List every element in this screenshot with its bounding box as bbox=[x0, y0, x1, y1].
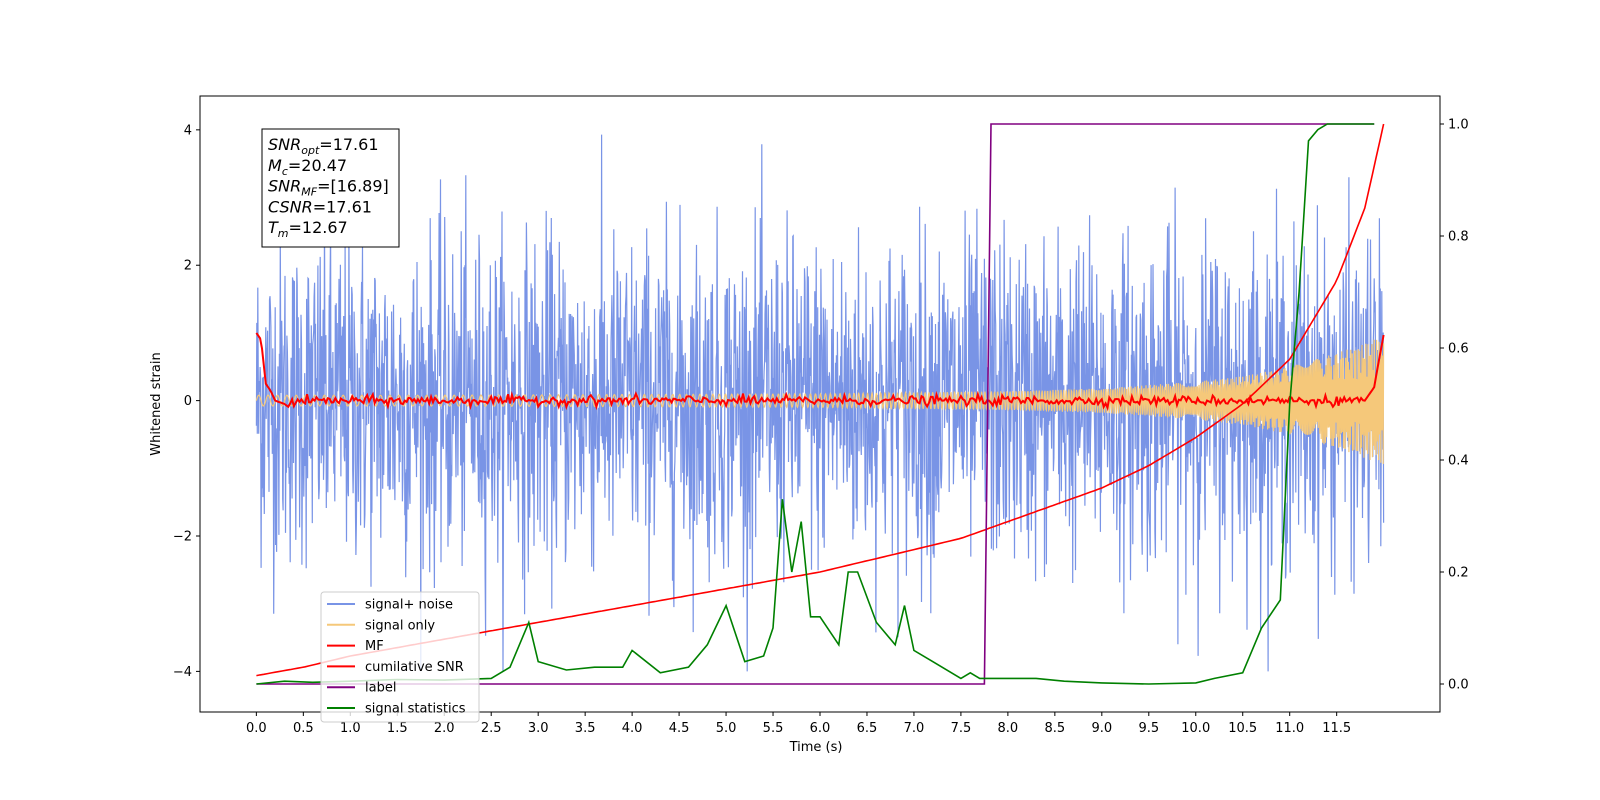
annotation-box: SNRopt=17.61Mc=20.47SNRMF=[16.89]CSNR=17… bbox=[261, 128, 400, 248]
annotation-line: SNRopt=17.61 bbox=[268, 135, 379, 157]
x-axis-label: Time (s) bbox=[789, 740, 843, 755]
series-mf bbox=[255, 332, 1385, 412]
legend-label: cumilative SNR bbox=[365, 660, 464, 675]
series-label bbox=[256, 123, 1375, 685]
annotation-line: CSNR=17.61 bbox=[268, 197, 372, 216]
x-tick-label: 8.5 bbox=[1045, 721, 1066, 736]
y-tick-label: −2 bbox=[173, 530, 192, 545]
annotation-line: Tm=12.67 bbox=[268, 218, 348, 240]
y-tick-label: −4 bbox=[173, 665, 192, 680]
x-tick-label: 6.0 bbox=[810, 721, 831, 736]
legend-frame bbox=[320, 591, 480, 723]
y2-tick-label: 0.0 bbox=[1448, 678, 1469, 693]
x-tick-label: 10.5 bbox=[1228, 721, 1257, 736]
y2-tick-label: 0.4 bbox=[1448, 454, 1469, 469]
x-tick-label: 3.5 bbox=[575, 721, 596, 736]
x-tick-label: 8.0 bbox=[998, 721, 1019, 736]
annotation-line: Mc=20.47 bbox=[268, 156, 347, 178]
series-signal-statistics bbox=[256, 123, 1375, 685]
x-tick-label: 7.5 bbox=[951, 721, 972, 736]
y2-axis: 0.0 0.2 0.4 0.6 0.8 1.0 bbox=[1440, 118, 1469, 693]
y2-tick-label: 1.0 bbox=[1448, 118, 1469, 133]
legend-label: label bbox=[365, 681, 396, 696]
x-tick-label: 9.0 bbox=[1091, 721, 1112, 736]
x-tick-label: 9.5 bbox=[1138, 721, 1159, 736]
annotation-frame bbox=[261, 128, 400, 248]
x-tick-label: 4.5 bbox=[669, 721, 690, 736]
x-tick-label: 4.0 bbox=[622, 721, 643, 736]
series-signal-noise bbox=[255, 134, 1385, 672]
legend-label: signal statistics bbox=[365, 702, 466, 717]
x-tick-label: 11.0 bbox=[1275, 721, 1304, 736]
legend-label: signal only bbox=[365, 618, 435, 633]
x-tick-label: 2.5 bbox=[481, 721, 502, 736]
x-tick-label: 7.0 bbox=[904, 721, 925, 736]
x-tick-label: 1.0 bbox=[340, 721, 361, 736]
x-tick-label: 0.5 bbox=[293, 721, 314, 736]
y-tick-label: 2 bbox=[184, 259, 192, 274]
y2-tick-label: 0.2 bbox=[1448, 566, 1469, 581]
legend-label: MF bbox=[365, 639, 384, 654]
x-tick-label: 11.5 bbox=[1322, 721, 1351, 736]
x-tick-label: 0.0 bbox=[246, 721, 267, 736]
x-axis: 0.0 0.5 1.0 1.5 2.0 2.5 3.0 3.5 4.0 4.5 5.0 5.5 6.0 6… bbox=[246, 712, 1351, 736]
y-tick-label: 0 bbox=[184, 394, 192, 409]
y-tick-label: 4 bbox=[184, 123, 192, 138]
series-signal-only bbox=[255, 339, 1385, 465]
y-axis: −4 −2 0 2 4 bbox=[173, 123, 200, 680]
x-tick-label: 6.5 bbox=[857, 721, 878, 736]
x-tick-label: 5.0 bbox=[716, 721, 737, 736]
x-tick-label: 3.0 bbox=[528, 721, 549, 736]
x-tick-label: 2.0 bbox=[434, 721, 455, 736]
x-tick-label: 5.5 bbox=[763, 721, 784, 736]
legend: signal+ noise signal only MF cumilative SNR… bbox=[320, 591, 480, 723]
annotation-line: SNRMF=[16.89] bbox=[268, 177, 389, 199]
y-axis-label: Whitened strain bbox=[149, 352, 164, 455]
x-tick-label: 10.0 bbox=[1181, 721, 1210, 736]
legend-label: signal+ noise bbox=[365, 598, 453, 613]
x-tick-label: 1.5 bbox=[387, 721, 408, 736]
y2-tick-label: 0.6 bbox=[1448, 342, 1469, 357]
y2-tick-label: 0.8 bbox=[1448, 230, 1469, 245]
